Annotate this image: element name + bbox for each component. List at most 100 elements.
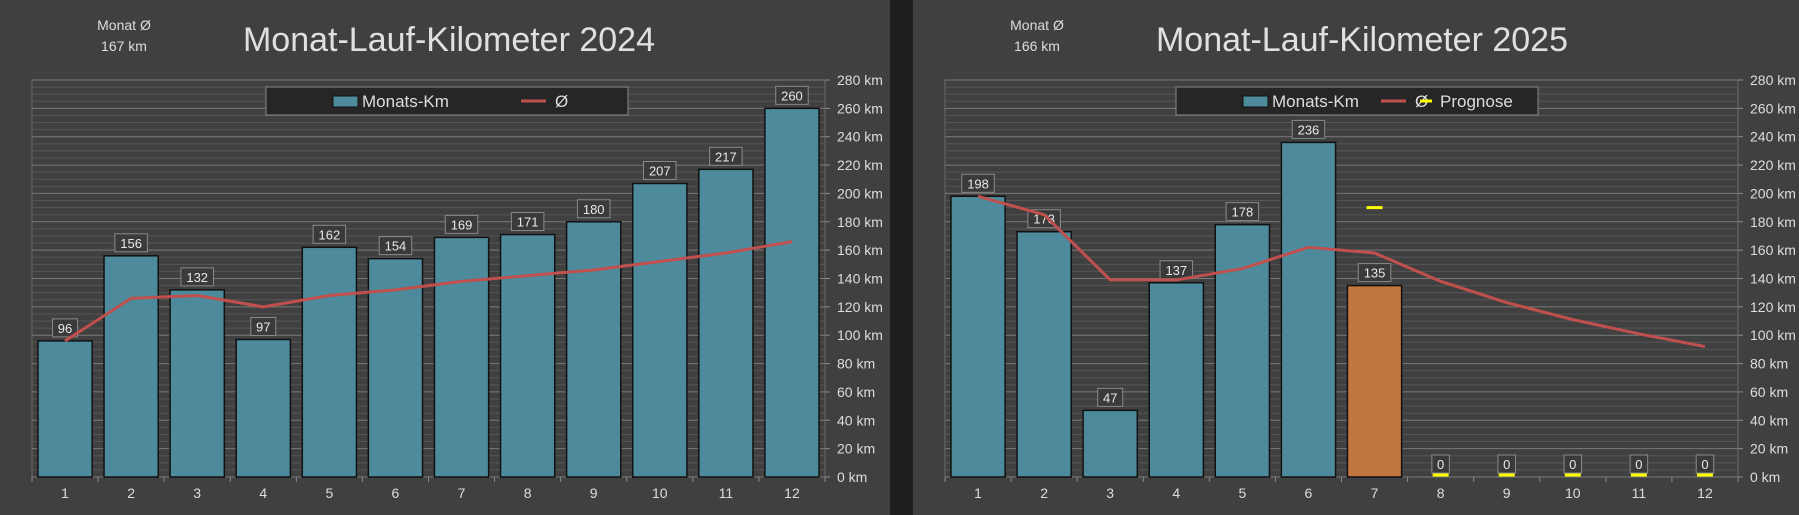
x-tick-label: 7 <box>1371 485 1379 501</box>
data-label-box <box>1695 454 1715 474</box>
y-tick-label: 160 km <box>1750 242 1796 258</box>
data-label-box <box>250 316 277 336</box>
data-label: 207 <box>649 164 671 179</box>
y-tick-label: 120 km <box>1750 299 1796 315</box>
x-tick-label: 12 <box>784 485 800 501</box>
data-label: 137 <box>1165 263 1187 278</box>
legend-swatch-bar <box>332 95 359 108</box>
x-tick-label: 9 <box>590 485 598 501</box>
y-tick-label: 220 km <box>1750 157 1796 173</box>
data-label-box <box>312 224 347 244</box>
x-tick-label: 3 <box>193 485 201 501</box>
data-label-box <box>114 233 148 253</box>
y-tick-label: 60 km <box>1750 384 1788 400</box>
y-tick-label: 20 km <box>837 441 875 457</box>
y-tick-label: 280 km <box>1750 72 1796 88</box>
y-tick-label: 140 km <box>1750 271 1796 287</box>
y-tick-label: 80 km <box>1750 356 1788 372</box>
y-tick-label: 100 km <box>837 327 883 343</box>
bar-month-12 <box>764 107 820 478</box>
data-label-box <box>378 236 413 256</box>
data-label-box <box>1431 454 1450 474</box>
bar-month-7 <box>1346 284 1403 478</box>
data-label: 178 <box>1232 205 1254 220</box>
x-tick-label: 7 <box>458 485 466 501</box>
data-label: 135 <box>1364 266 1386 281</box>
avg-value: 166 km <box>1014 38 1060 54</box>
chart-svg-2024: Monat Ø 167 km Monat-Lauf-Kilometer 2024 0 … <box>31 17 883 501</box>
x-tick-label: 4 <box>1172 485 1180 501</box>
data-label: 217 <box>715 149 737 164</box>
data-label: 97 <box>256 319 270 334</box>
bar-month-8 <box>499 233 556 478</box>
bar-month-6 <box>1280 141 1337 478</box>
x-tick-label: 8 <box>1437 485 1445 501</box>
y-tick-label: 40 km <box>1750 412 1788 428</box>
x-tick-label: 2 <box>1040 485 1048 501</box>
data-label-box <box>1357 263 1392 283</box>
x-tick-label: 1 <box>61 485 69 501</box>
data-label-box <box>180 267 214 287</box>
y-tick-label: 100 km <box>1750 327 1796 343</box>
chart-title: Monat-Lauf-Kilometer 2025 <box>1156 21 1568 59</box>
bar-month-10 <box>631 182 688 478</box>
x-tick-label: 10 <box>1565 485 1581 501</box>
y-tick-label: 220 km <box>837 157 883 173</box>
data-label: 260 <box>781 88 803 103</box>
x-tick-label: 11 <box>719 485 734 501</box>
data-label: 173 <box>1033 212 1055 227</box>
data-label: 156 <box>120 236 142 251</box>
bar-month-2 <box>103 255 159 478</box>
bar-month-7 <box>433 236 490 478</box>
data-label: 169 <box>451 217 473 232</box>
data-label: 132 <box>186 270 208 285</box>
data-label: 0 <box>1701 457 1708 472</box>
chart-panel-2024: Monat Ø 167 km Monat-Lauf-Kilometer 2024 0 … <box>0 0 890 515</box>
legend-label-forecast: Prognose <box>1440 92 1513 111</box>
bar-month-3 <box>1082 409 1139 478</box>
bar-month-1 <box>950 195 1006 478</box>
chart-panel-2025: Monat Ø 166 km Monat-Lauf-Kilometer 2025 0 … <box>913 0 1799 515</box>
x-tick-label: 6 <box>392 485 400 501</box>
data-label: 0 <box>1437 457 1444 472</box>
legend-box <box>1175 86 1539 116</box>
y-tick-label: 140 km <box>837 271 883 287</box>
data-label-box <box>1497 454 1516 474</box>
avg-value: 167 km <box>101 38 147 54</box>
y-tick-label: 60 km <box>837 384 875 400</box>
y-tick-label: 160 km <box>837 242 883 258</box>
data-label-box <box>52 318 79 338</box>
y-tick-label: 280 km <box>837 72 883 88</box>
data-label-box <box>1563 454 1583 474</box>
data-label: 236 <box>1298 122 1320 137</box>
data-label: 162 <box>319 227 341 242</box>
y-tick-label: 200 km <box>837 185 883 201</box>
x-tick-label: 2 <box>127 485 135 501</box>
y-tick-label: 120 km <box>837 299 883 315</box>
y-tick-label: 260 km <box>1750 100 1796 116</box>
legend-box <box>265 86 629 116</box>
bar-month-5 <box>1214 223 1271 478</box>
y-tick-label: 240 km <box>837 129 883 145</box>
x-tick-label: 5 <box>325 485 333 501</box>
y-tick-label: 40 km <box>837 412 875 428</box>
y-tick-label: 180 km <box>1750 214 1796 230</box>
x-tick-label: 5 <box>1238 485 1246 501</box>
avg-label: Monat Ø <box>1010 17 1064 33</box>
y-tick-label: 200 km <box>1750 185 1796 201</box>
x-tick-label: 3 <box>1106 485 1114 501</box>
bar-month-11 <box>698 168 754 478</box>
bar-month-6 <box>367 257 424 478</box>
y-tick-label: 80 km <box>837 356 875 372</box>
bar-month-3 <box>169 289 226 478</box>
legend-label-bar: Monats-Km <box>1272 92 1359 111</box>
average-line <box>64 240 793 343</box>
data-label: 96 <box>58 321 72 336</box>
bar-month-9 <box>565 221 622 478</box>
chart-svg-2025: Monat Ø 166 km Monat-Lauf-Kilometer 2025 0 … <box>944 17 1796 501</box>
x-tick-label: 10 <box>652 485 668 501</box>
x-tick-label: 4 <box>259 485 267 501</box>
legend-swatch-bar <box>1242 95 1269 108</box>
data-label: 180 <box>583 202 605 217</box>
data-label-box <box>510 212 545 232</box>
